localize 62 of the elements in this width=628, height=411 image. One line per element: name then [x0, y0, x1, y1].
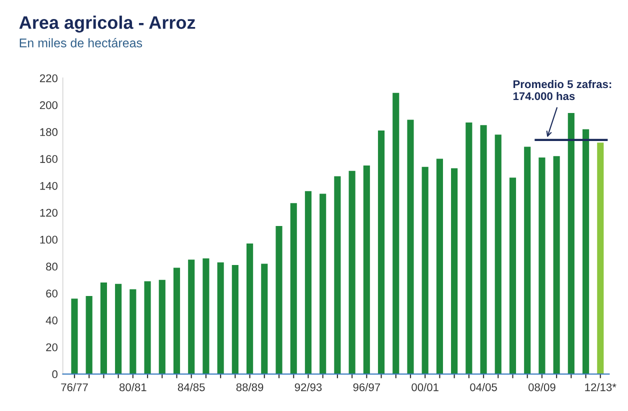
- y-tick-label: 200: [40, 101, 58, 110]
- bar: [144, 281, 151, 374]
- y-tick-label: 40: [46, 316, 58, 324]
- bar: [202, 258, 210, 374]
- x-tick-label: 08/09: [528, 383, 556, 392]
- y-tick-label: 140: [40, 182, 58, 190]
- bar: [130, 289, 136, 374]
- bar: [304, 191, 312, 374]
- x-tick-label: 12/13*: [585, 383, 616, 392]
- x-tick-label: 04/05: [470, 383, 497, 392]
- bar: [392, 92, 400, 374]
- bar: [407, 120, 414, 374]
- bar: [188, 260, 195, 374]
- y-tick-label: 220: [40, 74, 58, 82]
- y-tick-label: 60: [46, 290, 58, 298]
- bar: [86, 296, 92, 374]
- bar: [246, 244, 254, 374]
- bar: [276, 226, 282, 374]
- bar: [348, 170, 356, 374]
- bar: [582, 129, 590, 374]
- x-tick-label: 00/01: [412, 383, 438, 392]
- y-tick-label: 20: [46, 343, 58, 352]
- y-tick-label: 80: [46, 262, 58, 271]
- bar: [466, 122, 472, 374]
- bar: [320, 194, 326, 374]
- bar: [71, 298, 78, 374]
- bar: [538, 157, 546, 374]
- bar: [553, 156, 560, 374]
- x-tick-label: 96/97: [353, 383, 380, 392]
- bar: [115, 284, 122, 374]
- chart-subtitle: En miles de hectáreas: [20, 38, 142, 48]
- y-tick-label: 160: [40, 155, 58, 163]
- bar: [363, 166, 370, 374]
- y-tick-label: 0: [52, 370, 58, 378]
- bar: [378, 130, 385, 374]
- y-tick-label: 120: [40, 208, 58, 217]
- bar: [568, 113, 574, 374]
- y-tick-label: 100: [40, 236, 58, 244]
- bar: [509, 178, 516, 374]
- y-tick-label: 180: [40, 128, 58, 136]
- bar: [232, 265, 238, 374]
- bar: [158, 280, 166, 374]
- x-tick-label: 84/85: [178, 383, 205, 392]
- chart-title: Area agricola - Arroz: [19, 16, 196, 33]
- bar: [261, 264, 268, 374]
- bar: [524, 146, 531, 374]
- bar: [217, 262, 224, 374]
- x-tick-label: 92/93: [294, 383, 322, 392]
- bar: [494, 134, 502, 374]
- x-tick-label: 76/77: [61, 383, 88, 392]
- bar: [480, 125, 487, 374]
- bar: [100, 282, 107, 374]
- bar: [436, 158, 443, 374]
- x-tick-label: 80/81: [120, 383, 146, 392]
- bar: [334, 176, 341, 374]
- bar: [422, 166, 428, 374]
- x-tick-label: 88/89: [236, 383, 264, 392]
- bar: [290, 203, 297, 374]
- bar: [451, 168, 458, 374]
- ref-line-label: Promedio 5 zafras: 174.000 has: [513, 80, 612, 100]
- bar: [597, 142, 604, 374]
- bar: [173, 268, 180, 374]
